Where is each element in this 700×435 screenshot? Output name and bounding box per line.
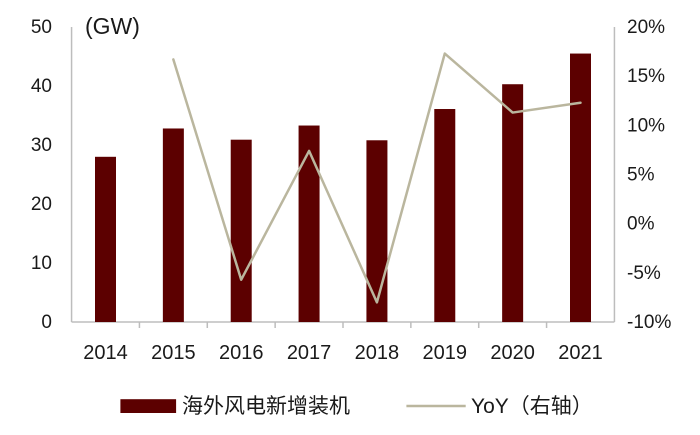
- svg-text:2016: 2016: [219, 342, 264, 364]
- svg-text:海外风电新增装机: 海外风电新增装机: [182, 395, 350, 418]
- svg-text:10%: 10%: [627, 115, 665, 136]
- svg-text:10: 10: [31, 253, 52, 274]
- svg-text:2021: 2021: [558, 342, 603, 364]
- svg-text:-10%: -10%: [627, 312, 671, 333]
- svg-text:30: 30: [31, 135, 52, 156]
- svg-text:20: 20: [31, 194, 52, 215]
- svg-text:2020: 2020: [490, 342, 535, 364]
- svg-text:40: 40: [31, 76, 52, 97]
- svg-text:2018: 2018: [355, 342, 400, 364]
- svg-text:2015: 2015: [151, 342, 196, 364]
- svg-text:2017: 2017: [287, 342, 332, 364]
- svg-text:2019: 2019: [423, 342, 468, 364]
- svg-text:20%: 20%: [627, 17, 665, 38]
- svg-text:50: 50: [31, 17, 52, 38]
- svg-text:5%: 5%: [627, 165, 655, 186]
- svg-text:YoY（右轴）: YoY（右轴）: [471, 395, 593, 418]
- svg-text:15%: 15%: [627, 66, 665, 87]
- svg-text:0%: 0%: [627, 214, 655, 235]
- svg-text:2014: 2014: [83, 342, 128, 364]
- svg-text:(GW): (GW): [85, 13, 140, 39]
- svg-text:-5%: -5%: [627, 263, 661, 284]
- svg-text:0: 0: [41, 312, 52, 333]
